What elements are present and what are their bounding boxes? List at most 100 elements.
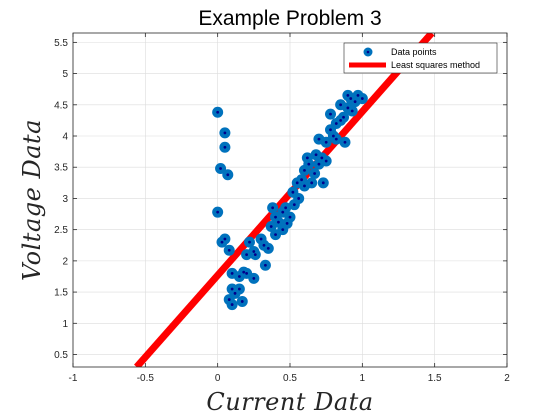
y-tick-label: 1.5 — [54, 288, 68, 299]
data-point-center — [274, 233, 277, 237]
data-point-center — [216, 210, 220, 214]
data-point-center — [300, 178, 303, 182]
data-point-center — [313, 172, 316, 175]
legend-marker-center — [366, 50, 370, 54]
data-point-center — [220, 240, 224, 244]
data-point-center — [264, 263, 267, 267]
y-tick-label: 3 — [62, 194, 68, 205]
legend-label-least-squares: Least squares method — [391, 60, 480, 70]
data-point-center — [237, 275, 241, 278]
data-point-center — [233, 291, 237, 295]
data-point-center — [324, 140, 328, 144]
data-point-center — [334, 137, 338, 141]
data-point-center — [245, 253, 249, 257]
data-point-center — [339, 119, 343, 122]
data-point-center — [281, 228, 285, 232]
data-point-center — [339, 103, 343, 107]
data-point-center — [292, 203, 296, 207]
data-point-center — [349, 97, 353, 100]
data-point-center — [288, 215, 292, 219]
data-point-center — [305, 156, 309, 160]
y-tick-label: 4 — [62, 132, 68, 143]
data-point-center — [259, 237, 263, 241]
data-point-center — [310, 181, 314, 185]
data-point-center — [284, 206, 288, 210]
data-point-center — [350, 109, 354, 113]
data-point-center — [266, 246, 270, 250]
data-point-center — [346, 106, 350, 110]
x-axis-label: Current Data — [206, 388, 373, 416]
data-points — [212, 89, 368, 311]
data-point-center — [274, 215, 277, 219]
data-point-center — [219, 167, 222, 170]
data-point-center — [303, 168, 306, 172]
data-point-center — [291, 190, 295, 194]
data-point-center — [353, 100, 357, 104]
data-point-center — [242, 270, 246, 274]
x-tick-label: 0.5 — [283, 373, 297, 384]
data-point-center — [295, 181, 299, 185]
data-point-center — [252, 276, 256, 280]
data-point-center — [360, 97, 364, 100]
data-point-center — [245, 271, 249, 275]
data-point-center — [223, 237, 227, 241]
data-point-center — [321, 181, 325, 185]
data-point-center — [285, 222, 289, 225]
data-point-center — [216, 110, 220, 114]
y-tick-label: 5 — [62, 69, 68, 80]
data-point-center — [334, 122, 338, 125]
data-point-center — [317, 162, 321, 166]
x-tick-label: 1 — [360, 373, 366, 384]
data-point-center — [252, 250, 256, 253]
data-point-center — [223, 131, 227, 135]
data-point-center — [226, 173, 230, 177]
data-point-center — [329, 112, 332, 116]
data-point-center — [227, 248, 231, 252]
tick-labels: -1 -0.5 0 0.5 1 1.5 2 0.5 1 1.5 2 2.5 3 3.5 4 4.5 5 5.5 — [54, 38, 510, 384]
y-tick-label: 1 — [62, 319, 68, 330]
data-point-center — [329, 128, 332, 132]
data-point-center — [281, 210, 285, 214]
data-point-center — [307, 162, 311, 166]
y-tick-label: 3.5 — [54, 163, 68, 174]
x-tick-label: 1.5 — [428, 373, 442, 384]
y-tick-label: 0.5 — [54, 350, 68, 361]
legend-label-data-points: Data points — [391, 47, 437, 57]
least-squares-line-segment — [134, 33, 435, 367]
data-point-center — [269, 225, 273, 228]
x-tick-label: 0 — [215, 373, 221, 384]
x-tick-label: -0.5 — [137, 373, 155, 384]
y-tick-label: 4.5 — [54, 100, 68, 111]
data-point-center — [320, 156, 324, 160]
data-point-center — [314, 153, 318, 157]
data-point-center — [346, 94, 350, 97]
data-point-center — [317, 137, 321, 141]
legend: Data points Least squares method — [343, 42, 498, 74]
y-tick-label: 5.5 — [54, 38, 68, 49]
data-point-center — [343, 140, 347, 144]
data-point-center — [240, 300, 244, 303]
data-point-center — [248, 240, 251, 244]
data-point-center — [342, 115, 345, 119]
data-point-center — [324, 159, 328, 163]
data-point-center — [332, 134, 335, 138]
least-squares-line — [134, 33, 435, 367]
data-point-center — [237, 287, 241, 291]
data-point-center — [253, 253, 257, 257]
data-point-center — [297, 197, 301, 200]
axis-ticks — [72, 33, 508, 367]
x-tick-label: -1 — [69, 373, 78, 384]
data-point-center — [230, 271, 234, 275]
data-point-center — [277, 220, 280, 224]
data-point-center — [230, 303, 234, 306]
data-point-center — [271, 206, 275, 210]
data-point-center — [303, 184, 306, 188]
data-point-center — [230, 287, 234, 291]
y-tick-label: 2.5 — [54, 225, 68, 236]
y-tick-label: 2 — [62, 256, 68, 267]
data-point-center — [356, 94, 360, 97]
chart-title: Example Problem 3 — [198, 7, 381, 30]
x-tick-label: 2 — [504, 373, 510, 384]
plot-content — [134, 33, 435, 367]
